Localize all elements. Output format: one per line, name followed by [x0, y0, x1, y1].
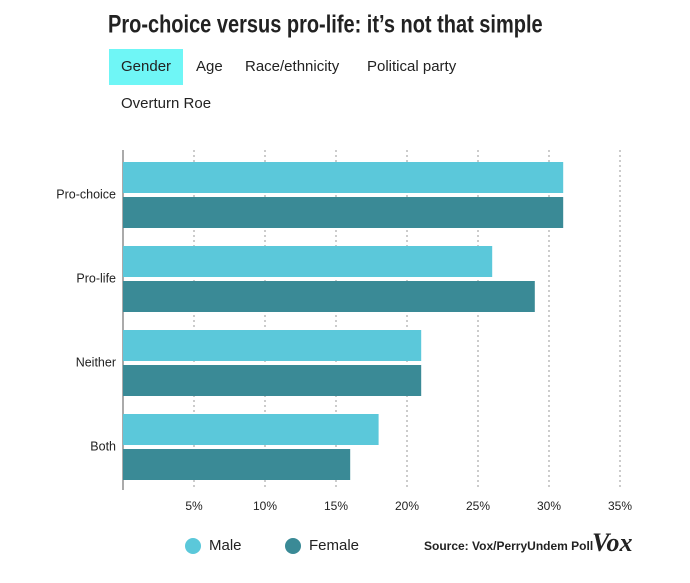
bar	[123, 414, 379, 445]
x-tick-label: 20%	[395, 499, 419, 513]
tab[interactable]: Political party	[367, 58, 457, 75]
bar	[123, 365, 422, 396]
bar	[123, 330, 422, 361]
bar	[123, 197, 564, 228]
y-tick-label: Pro-choice	[56, 187, 116, 201]
chart-title: Pro-choice versus pro-life: it’s not tha…	[108, 11, 543, 39]
tab[interactable]: Overturn Roe	[121, 95, 211, 112]
tab[interactable]: Race/ethnicity	[245, 58, 340, 75]
bar	[123, 246, 493, 277]
legend-swatch	[185, 538, 201, 554]
legend-label: Male	[209, 537, 242, 554]
x-tick-label: 25%	[466, 499, 490, 513]
bar	[123, 162, 564, 193]
logo: Vox	[592, 528, 632, 557]
tab[interactable]: Age	[196, 58, 223, 75]
legend-label: Female	[309, 537, 359, 554]
x-tick-label: 35%	[608, 499, 632, 513]
y-tick-label: Pro-life	[76, 271, 116, 285]
y-tick-label: Neither	[76, 355, 116, 369]
x-tick-label: 15%	[324, 499, 348, 513]
legend-swatch	[285, 538, 301, 554]
bar	[123, 449, 351, 480]
source: Source: Vox/PerryUndem Poll	[424, 539, 593, 553]
x-tick-label: 5%	[185, 499, 203, 513]
tab[interactable]: Gender	[121, 58, 171, 75]
y-tick-label: Both	[90, 439, 116, 453]
tab-active-bg	[109, 49, 183, 85]
x-tick-label: 30%	[537, 499, 561, 513]
x-tick-label: 10%	[253, 499, 277, 513]
bar	[123, 281, 535, 312]
